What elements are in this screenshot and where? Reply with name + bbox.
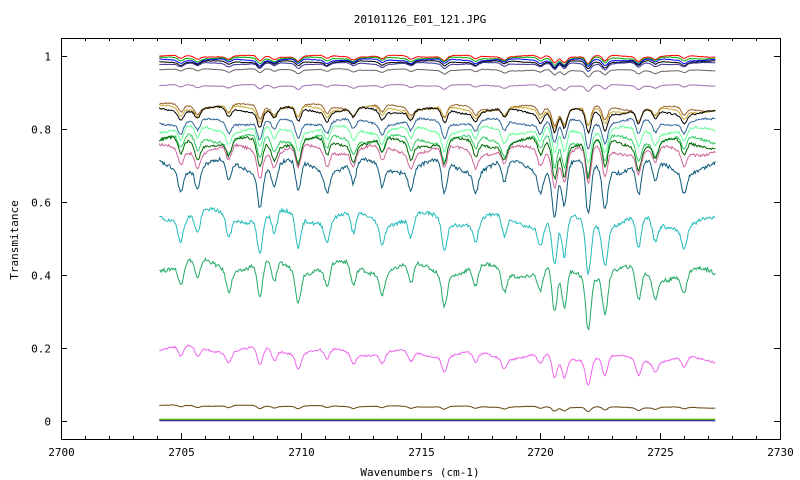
series-line (159, 117, 716, 150)
y-tick-label: 0 (44, 416, 51, 429)
series-line (159, 61, 716, 72)
x-tick-label: 2710 (288, 446, 315, 459)
chart-title: 20101126_E01_121.JPG (354, 13, 486, 26)
axis-ticks: 2700 2705 2710 2715 2720 2725 2730 0 0.2 0.4 0.6 0.… (31, 38, 794, 459)
series-group (158, 54, 716, 422)
y-tick-label: 0.8 (31, 124, 51, 137)
y-tick-label: 0.4 (31, 270, 51, 283)
series-line (158, 133, 716, 177)
y-tick-label: 0.2 (31, 343, 51, 356)
x-tick-label: 2725 (647, 446, 674, 459)
series-line (159, 59, 716, 70)
series-line (158, 105, 716, 135)
x-tick-label: 2720 (527, 446, 554, 459)
series-line (159, 56, 716, 66)
series-line (159, 257, 716, 331)
x-axis-label: Wavenumbers (cm-1) (360, 466, 479, 479)
series-line (159, 54, 716, 65)
series-line (159, 404, 716, 412)
series-line (158, 135, 716, 181)
series-line (159, 58, 716, 68)
y-tick-label: 0.6 (31, 197, 51, 210)
x-tick-label: 2705 (168, 446, 195, 459)
x-tick-label: 2730 (767, 446, 794, 459)
x-tick-label: 2700 (48, 446, 75, 459)
x-tick-label: 2715 (408, 446, 435, 459)
y-axis-label: Transmitance (8, 200, 21, 279)
series-line (159, 67, 716, 78)
series-line (159, 343, 716, 386)
series-line (158, 104, 716, 129)
series-line (158, 142, 716, 189)
y-tick-label: 1 (44, 51, 51, 64)
series-line (159, 83, 716, 92)
series-line (159, 206, 716, 276)
series-line (159, 156, 716, 219)
series-line (159, 124, 716, 164)
